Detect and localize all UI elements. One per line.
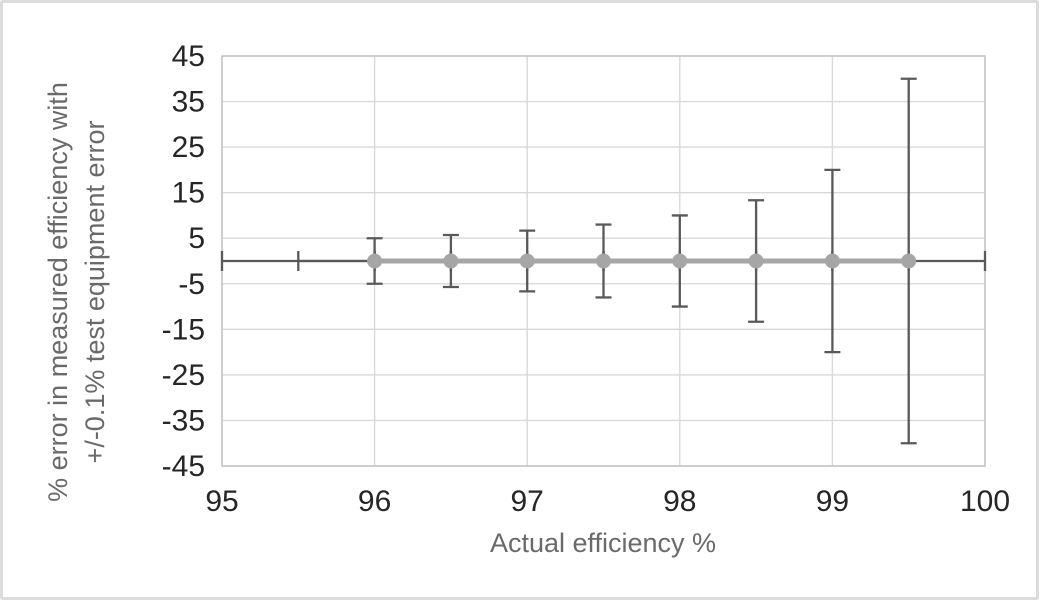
y-tick-label-5: 5 [188,222,205,255]
marker-98 [672,253,688,269]
y-tick-label--25: -25 [162,359,205,392]
x-tick-label-95: 95 [205,485,238,518]
marker-99 [824,253,840,269]
y-tick-label-45: 45 [172,40,205,73]
marker-97 [519,253,535,269]
y-axis-title-line-2: +/-0.1% test equipment error [80,121,110,464]
x-tick-label-96: 96 [358,485,391,518]
y-axis-title-line-1: % error in measured efficiency with [43,82,73,502]
y-tick-label-35: 35 [172,86,205,119]
y-tick-label--45: -45 [162,450,205,483]
marker-96.5 [443,253,459,269]
y-tick-label--5: -5 [178,268,205,301]
marker-96 [367,253,383,269]
y-tick-label-25: 25 [172,131,205,164]
x-tick-label-98: 98 [663,485,696,518]
marker-97.5 [596,253,611,269]
y-tick-label--35: -35 [162,404,205,437]
y-tick-label-15: 15 [172,177,205,210]
x-tick-label-99: 99 [816,485,849,518]
marker-99.5 [901,253,917,269]
data-series-group [220,77,987,445]
y-tick-label--15: -15 [162,313,205,346]
x-axis-title: Actual efficiency % [490,528,716,558]
x-tick-label-100: 100 [960,485,1010,518]
x-tick-label-97: 97 [511,485,544,518]
marker-98.5 [748,253,764,269]
